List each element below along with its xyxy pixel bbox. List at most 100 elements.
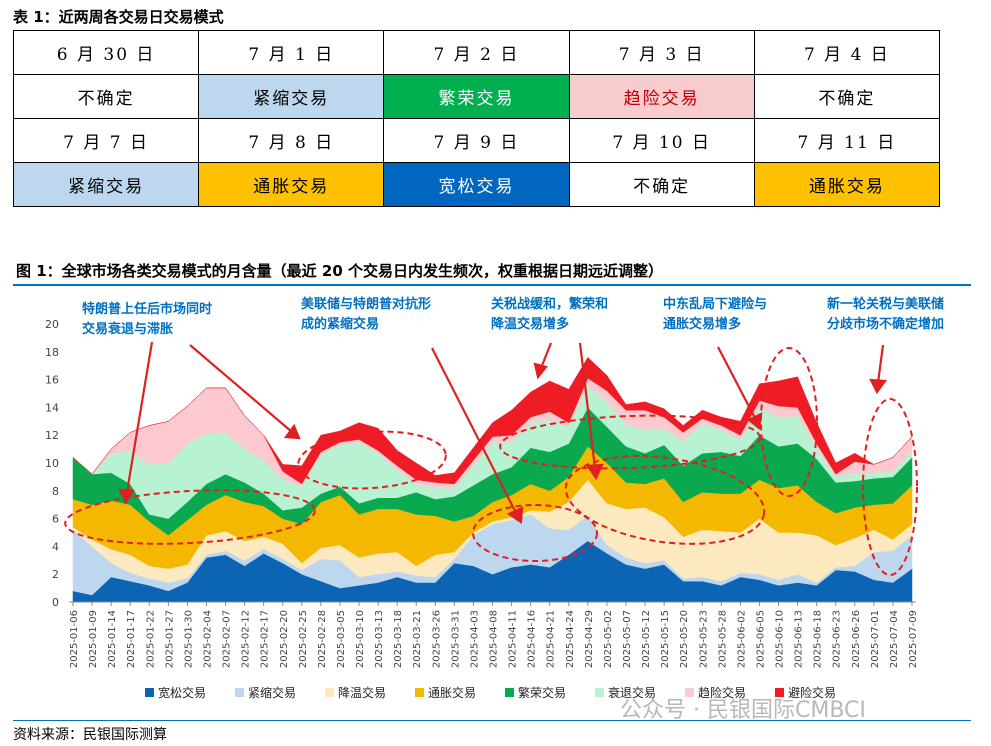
highlight-ellipse xyxy=(760,347,818,497)
legend-swatch xyxy=(595,688,604,697)
watermark: 公众号 · 民银国际CMBCI xyxy=(620,698,866,723)
annotation-text: 特朗普上任后市场同时 xyxy=(82,301,212,317)
x-tick-label: 2025-07-01 xyxy=(870,610,881,668)
arrow xyxy=(431,347,517,514)
legend-label: 通胀交易 xyxy=(428,685,476,700)
x-tick-label: 2025-05-23 xyxy=(698,610,709,668)
x-tick-label: 2025-02-04 xyxy=(202,610,213,668)
annotation-text: 交易衰退与滞胀 xyxy=(82,321,173,337)
y-tick-label: 4 xyxy=(52,540,59,553)
date-cell: 7 月 11 日 xyxy=(753,118,941,163)
highlight-ellipse xyxy=(472,504,598,562)
regime-cell: 繁荣交易 xyxy=(383,74,570,119)
arrow xyxy=(578,342,597,469)
x-tick-label: 2025-05-12 xyxy=(641,610,652,668)
arrow xyxy=(189,344,293,433)
legend-swatch xyxy=(235,688,244,697)
x-tick-label: 2025-02-28 xyxy=(317,610,328,668)
annotation-text: 分歧市场不确定增加 xyxy=(827,316,944,332)
y-tick-label: 20 xyxy=(45,318,59,331)
table-row: 不确定 紧缩交易 繁荣交易 趋险交易 不确定 xyxy=(12,74,941,119)
date-cell: 7 月 1 日 xyxy=(198,30,385,75)
x-tick-label: 2025-07-09 xyxy=(908,610,919,668)
x-tick-label: 2025-03-31 xyxy=(450,610,461,668)
x-tick-label: 2025-04-03 xyxy=(469,610,480,668)
x-tick-label: 2025-02-25 xyxy=(298,610,309,668)
x-tick-label: 2025-06-02 xyxy=(736,610,747,668)
x-tick-label: 2025-02-17 xyxy=(260,610,271,668)
x-tick-label: 2025-01-14 xyxy=(107,610,118,668)
legend-swatch xyxy=(685,688,694,697)
x-tick-label: 2025-06-13 xyxy=(794,610,805,668)
x-tick-label: 2025-01-06 xyxy=(69,610,80,668)
y-tick-label: 2 xyxy=(52,568,59,581)
y-tick-label: 10 xyxy=(45,457,59,470)
arrow xyxy=(539,342,553,369)
x-tick-label: 2025-03-13 xyxy=(374,610,385,668)
x-tick-label: 2025-01-27 xyxy=(164,610,175,668)
arrow xyxy=(125,341,154,493)
y-tick-label: 14 xyxy=(45,401,59,414)
x-tick-label: 2025-03-21 xyxy=(412,610,423,668)
y-tick-label: 0 xyxy=(52,596,59,609)
y-tick-label: 6 xyxy=(52,513,59,526)
regime-cell: 不确定 xyxy=(753,74,941,119)
date-cell: 7 月 10 日 xyxy=(568,118,755,163)
x-tick-label: 2025-07-04 xyxy=(889,610,900,668)
y-tick-label: 12 xyxy=(45,429,59,442)
x-tick-label: 2025-05-15 xyxy=(660,610,671,668)
arrow-head xyxy=(746,412,763,431)
regime-cell: 紧缩交易 xyxy=(12,162,200,207)
legend-label: 避险交易 xyxy=(788,685,836,700)
highlight-ellipse xyxy=(564,455,766,545)
annotation-text: 通胀交易增多 xyxy=(663,316,741,332)
date-cell: 7 月 3 日 xyxy=(568,30,755,75)
area-series-group xyxy=(72,356,913,603)
x-tick-label: 2025-06-23 xyxy=(832,610,843,668)
legend-swatch xyxy=(145,688,154,697)
table-title: 表 1：近两周各交易日交易模式 xyxy=(13,8,224,26)
highlight-ellipses xyxy=(64,347,918,576)
x-tick-label: 2025-02-20 xyxy=(279,610,290,668)
x-tick-label: 2025-03-26 xyxy=(431,610,442,668)
arrow-head xyxy=(283,423,301,440)
figure-title: 图 1：全球市场各类交易模式的月含量（最近 20 个交易日内发生频次，权重根据日… xyxy=(16,262,663,280)
x-tick-label: 2025-05-07 xyxy=(622,610,633,668)
legend-label: 降温交易 xyxy=(338,685,386,700)
annotation-text-group: 特朗普上任后市场同时 交易衰退与滞胀 美联储与特朗普对抗形 成的紧缩交易 关税战… xyxy=(82,296,944,337)
arrow-head xyxy=(533,362,548,380)
annotation-text: 降温交易增多 xyxy=(491,316,569,332)
highlight-ellipse xyxy=(297,430,447,490)
highlight-ellipse xyxy=(862,398,918,576)
regime-cell: 紧缩交易 xyxy=(198,74,385,119)
legend-swatch xyxy=(325,688,334,697)
x-tick-label: 2025-06-10 xyxy=(775,610,786,668)
legend-swatch xyxy=(775,688,784,697)
annotation-text: 美联储与特朗普对抗形 xyxy=(301,296,431,312)
x-tick-label: 2025-05-02 xyxy=(603,610,614,668)
x-tick-label: 2025-03-18 xyxy=(393,610,404,668)
annotation-text: 新一轮关税与美联储 xyxy=(827,296,944,312)
y-tick-label: 18 xyxy=(45,346,59,359)
arrow-head xyxy=(869,378,888,395)
x-tick-label: 2025-04-24 xyxy=(565,610,576,668)
table-row: 紧缩交易 通胀交易 宽松交易 不确定 通胀交易 xyxy=(12,162,941,207)
x-tick-label: 2025-06-18 xyxy=(813,610,824,668)
x-tick-label: 2025-03-05 xyxy=(336,610,347,668)
regime-table: 6 月 30 日 7 月 1 日 7 月 2 日 7 月 3 日 7 月 4 日… xyxy=(12,30,941,207)
x-tick-label: 2025-05-20 xyxy=(679,610,690,668)
regime-cell: 不确定 xyxy=(12,74,200,119)
x-tick-label: 2025-06-26 xyxy=(851,610,862,668)
highlight-ellipse xyxy=(64,489,316,545)
bottom-rule xyxy=(13,720,971,721)
figure-rule xyxy=(13,284,971,286)
legend: 宽松交易 紧缩交易 降温交易 通胀交易 繁荣交易 衰退交易 趋险交易 避险交易 xyxy=(145,685,836,700)
legend-swatch xyxy=(415,688,424,697)
annotation-arrows xyxy=(118,341,888,524)
y-axis: 0 2 4 6 8 10 12 14 16 18 20 xyxy=(45,318,59,609)
annotation-text: 中东乱局下避险与 xyxy=(663,296,767,312)
x-tick-label: 2025-06-05 xyxy=(755,610,766,668)
arrow xyxy=(717,346,757,421)
arrow-head xyxy=(506,506,524,524)
